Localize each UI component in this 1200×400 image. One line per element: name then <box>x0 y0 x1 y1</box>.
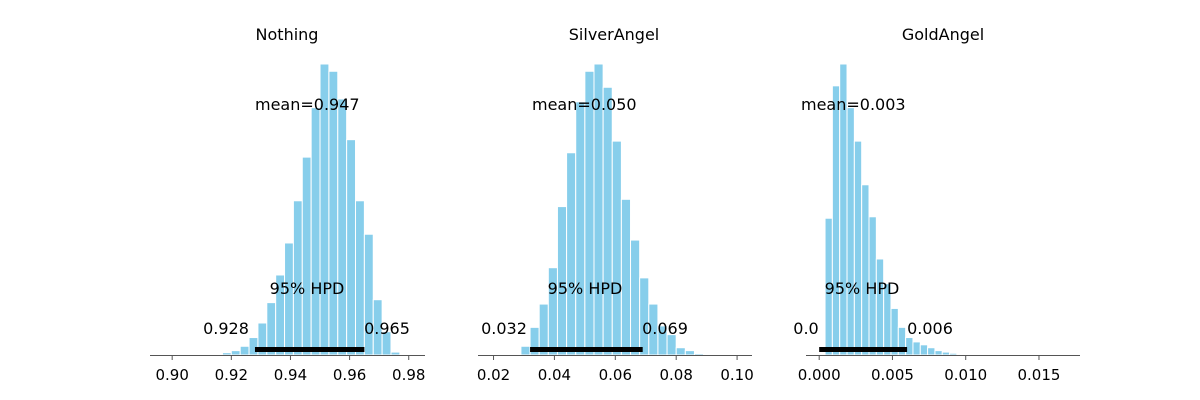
hpd-high-label: 0.069 <box>642 319 688 338</box>
histogram-bar <box>934 350 943 356</box>
histogram-bar <box>301 156 312 356</box>
x-tick-label: 0.92 <box>215 366 248 384</box>
mean-label: mean=0.947 <box>255 95 360 114</box>
histogram-bar <box>566 152 577 356</box>
histogram-bar <box>675 347 686 356</box>
panel-title: Nothing <box>256 25 319 44</box>
mean-label: mean=0.050 <box>532 95 637 114</box>
histogram-bar <box>956 353 965 356</box>
histogram-bar <box>831 85 841 356</box>
histogram-bar <box>693 353 705 356</box>
hpd-high-label: 0.006 <box>907 319 953 338</box>
x-tick-label: 0.10 <box>720 366 753 384</box>
histogram-bar <box>346 139 357 356</box>
histogram-bar <box>927 347 936 356</box>
hpd-high-label: 0.965 <box>364 319 410 338</box>
histogram-bar <box>861 184 870 356</box>
x-tick-label: 0.90 <box>155 366 188 384</box>
histogram-bar <box>912 341 921 356</box>
x-tick-label: 0.005 <box>871 366 914 384</box>
panel-title: GoldAngel <box>902 25 984 44</box>
histogram-bar <box>703 353 714 356</box>
hpd-label: 95% HPD <box>548 279 623 298</box>
hpd-label: 95% HPD <box>825 279 900 298</box>
hpd-label: 95% HPD <box>270 279 345 298</box>
x-tick-label: 0.98 <box>392 366 425 384</box>
hpd-interval-bar <box>530 347 643 352</box>
histogram-bar <box>520 345 531 356</box>
hpd-interval-bar <box>254 347 365 352</box>
x-tick-label: 0.96 <box>333 366 366 384</box>
panel-title: SilverAngel <box>569 25 659 44</box>
mean-label: mean=0.003 <box>801 95 906 114</box>
histogram-bar <box>248 337 259 356</box>
histogram-bar <box>221 352 232 356</box>
x-tick-label: 0.04 <box>538 366 571 384</box>
histogram-bar <box>239 345 250 356</box>
hpd-low-label: 0.032 <box>481 319 527 338</box>
histogram-bar <box>337 98 348 356</box>
panel-nothing: Nothing 0.90 0.92 0.94 0.96 0.98 mean=0.947 95… <box>150 25 425 384</box>
histogram-bar <box>684 350 695 356</box>
histogram-bar <box>620 198 632 356</box>
x-tick-label: 0.08 <box>659 366 692 384</box>
x-tick-label: 0.02 <box>477 366 510 384</box>
panel-goldangel: GoldAngel 0.000 0.005 0.010 0.015 mean=0.003… <box>793 25 1080 384</box>
histogram-bar <box>963 353 973 356</box>
x-tick-label: 0.000 <box>798 366 841 384</box>
histogram-bar <box>230 350 241 356</box>
histogram-bar <box>355 200 365 356</box>
histogram-bar <box>853 140 863 356</box>
histogram-bar <box>919 344 929 356</box>
histogram-bar <box>511 353 522 356</box>
x-tick-label: 0.010 <box>944 366 987 384</box>
histogram-bar <box>630 239 641 356</box>
panel-silverangel: SilverAngel 0.02 0.04 0.06 0.08 0.10 mean=0.0… <box>477 25 754 384</box>
hpd-low-label: 0.928 <box>203 319 249 338</box>
hpd-interval-bar <box>819 347 908 352</box>
x-tick-label: 0.94 <box>274 366 307 384</box>
x-tick-label: 0.015 <box>1017 366 1060 384</box>
histogram-bar <box>846 107 855 356</box>
histogram-bar <box>602 86 613 356</box>
histogram-bar <box>941 351 951 356</box>
histogram-bar <box>639 277 650 356</box>
histogram-bar <box>213 353 223 356</box>
histogram-bar <box>875 258 885 356</box>
histogram-bar <box>905 337 914 356</box>
histogram-bar <box>575 101 586 356</box>
histogram-bar <box>292 200 303 356</box>
histogram-bar <box>611 140 622 356</box>
histogram-bar <box>390 351 401 356</box>
histogram-bar <box>949 352 958 356</box>
histogram-bar <box>310 107 321 356</box>
hpd-low-label: 0.0 <box>793 319 818 338</box>
histogram-bar <box>284 242 294 356</box>
x-tick-label: 0.06 <box>599 366 632 384</box>
